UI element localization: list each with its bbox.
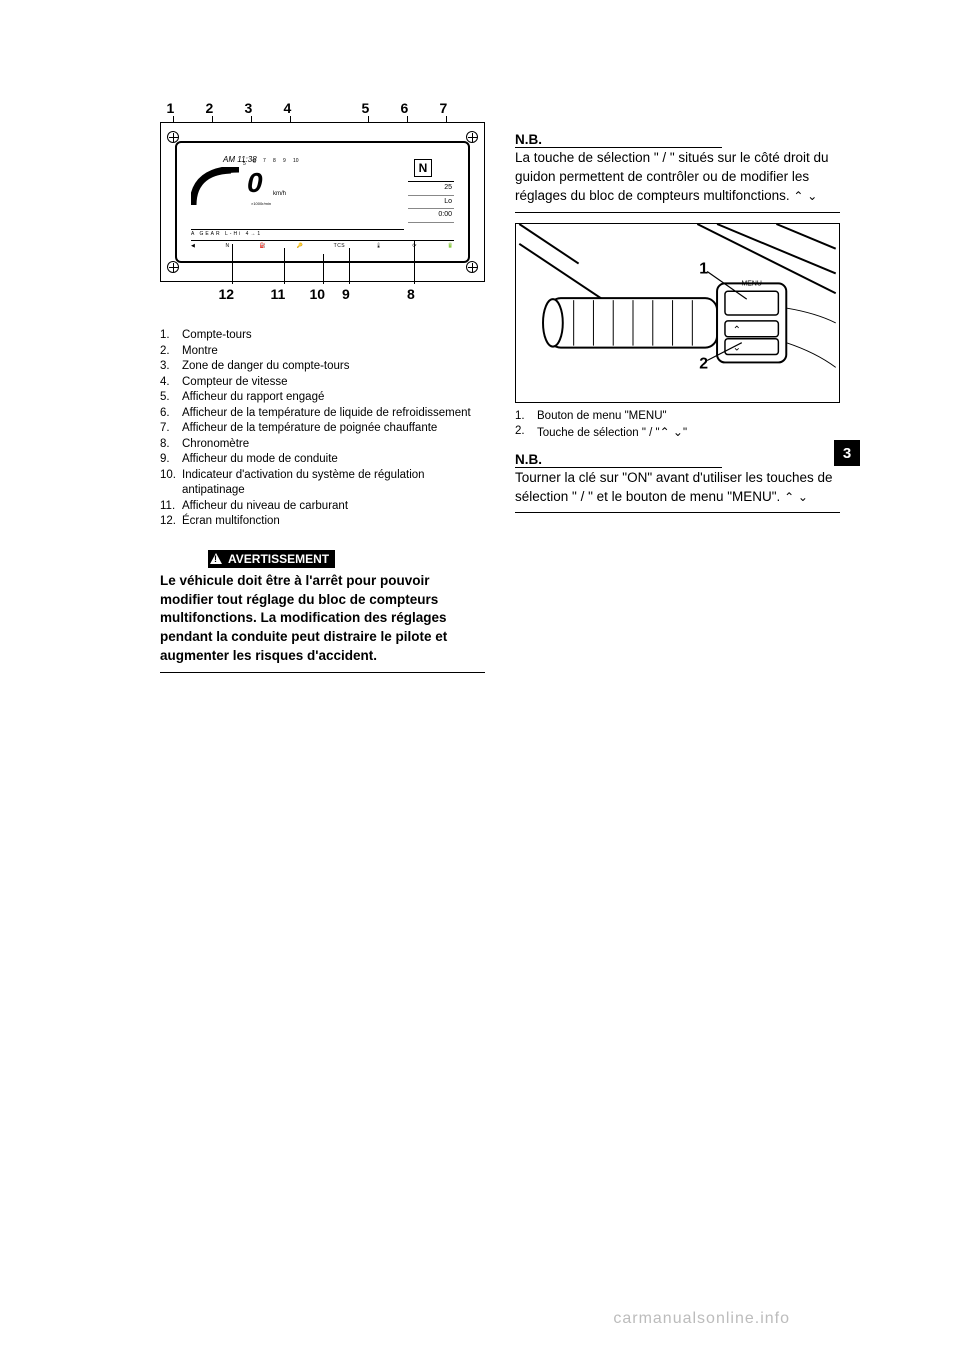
up-arrow-icon: ⌃: [660, 424, 670, 440]
fuel-icon: ⛽: [260, 243, 267, 249]
legend-item: 8.Chronomètre: [160, 437, 485, 453]
screw-icon: [466, 131, 478, 143]
tach-num: 9: [283, 158, 286, 164]
coolant-temp: 25: [408, 182, 454, 196]
dash-speed: 0: [247, 167, 263, 199]
leader: [232, 244, 233, 284]
handlebar-svg: MENU ⌃ ⌄ 1 2: [516, 224, 839, 402]
tach-label: ×1000r/min: [251, 201, 271, 206]
handle-legend: 1.Bouton de menu "MENU" 2.Touche de séle…: [515, 409, 840, 442]
battery-icon: 🔋: [447, 243, 454, 249]
legend-item: 11.Afficheur du niveau de carburant: [160, 499, 485, 515]
stopwatch: 0:00: [408, 209, 454, 223]
warning-label: AVERTISSEMENT: [228, 552, 329, 566]
legend-item: 4.Compteur de vitesse: [160, 375, 485, 391]
tach-num: 8: [273, 158, 276, 164]
warning-triangle-icon: [210, 553, 222, 564]
menu-label: MENU: [741, 280, 761, 287]
dash-info-panel: 25 Lo 0:00: [408, 181, 454, 223]
tach-num: 5: [243, 161, 246, 167]
separator: [160, 672, 485, 673]
warning-badge: AVERTISSEMENT: [208, 550, 335, 568]
leader: [349, 248, 350, 284]
screw-icon: [167, 261, 179, 273]
legend-item: 1.Bouton de menu "MENU": [515, 409, 840, 425]
up-arrow-icon: ⌃: [784, 489, 794, 506]
callout-2: 2: [699, 355, 708, 372]
nb-text-2: Tourner la clé sur "ON" avant d'utiliser…: [515, 469, 840, 507]
legend-item: 1.Compte-tours: [160, 328, 485, 344]
svg-text:⌃: ⌃: [733, 324, 741, 335]
nb-text-1: La touche de sélection " / " situés sur …: [515, 149, 840, 206]
legend-item: 10.Indicateur d'activation du système de…: [160, 468, 485, 499]
temp-icon: 🌡: [375, 243, 382, 249]
callout-7: 7: [440, 100, 448, 116]
leader: [414, 240, 415, 284]
leader: [323, 254, 324, 284]
dash-speed-unit: km/h: [273, 191, 286, 197]
gear-indicator: N: [414, 159, 432, 177]
right-column: N.B. La touche de sélection " / " situés…: [515, 100, 840, 683]
legend-item: 2.Montre: [160, 344, 485, 360]
tcs-icon: TCS: [334, 243, 346, 249]
tach-num: 7: [263, 158, 266, 164]
nb-heading: N.B.: [515, 452, 722, 468]
separator: [515, 212, 840, 213]
tach-num: 10: [293, 158, 299, 164]
tachometer-icon: [191, 167, 241, 207]
callout-12: 12: [219, 286, 235, 302]
legend-item: 2.Touche de sélection " / "⌃ ⌄": [515, 424, 840, 442]
nb-heading: N.B.: [515, 132, 722, 148]
callout-11: 11: [271, 286, 286, 302]
dash-clock: AM 11:38: [223, 155, 257, 164]
dashboard-figure: 1 2 3 4 5 6 7: [160, 100, 485, 320]
left-column: 1 2 3 4 5 6 7: [160, 100, 485, 683]
down-arrow-icon: ⌄: [798, 489, 808, 506]
callout-1: 1: [699, 260, 708, 277]
key-icon: 🔑: [297, 243, 304, 249]
callout-5: 5: [362, 100, 370, 116]
down-arrow-icon: ⌄: [807, 188, 817, 205]
callout-10: 10: [310, 286, 326, 302]
callout-3: 3: [245, 100, 253, 116]
multifunction-row: A GEAR L-Hi 4→1: [191, 229, 404, 237]
callout-9: 9: [342, 286, 350, 302]
handlebar-figure: MENU ⌃ ⌄ 1 2: [515, 223, 840, 403]
screw-icon: [167, 131, 179, 143]
callout-6: 6: [401, 100, 409, 116]
warning-text: Le véhicule doit être à l'arrêt pour pou…: [160, 572, 485, 666]
chapter-tab: 3: [834, 440, 860, 466]
dash-lcd: AM 11:38 5 6 7 8 9 10 ×1000r/min 0 k: [187, 153, 458, 251]
leader: [284, 248, 285, 284]
down-arrow-icon: ⌄: [673, 424, 683, 440]
tach-num: 6: [253, 159, 256, 165]
legend-item: 6.Afficheur de la température de liquide…: [160, 406, 485, 422]
legend-item: 5.Afficheur du rapport engagé: [160, 390, 485, 406]
grip-temp: Lo: [408, 196, 454, 210]
callout-1: 1: [167, 100, 175, 116]
watermark: carmanualsonline.info: [613, 1310, 790, 1328]
separator: [515, 512, 840, 513]
legend-item: 3.Zone de danger du compte-tours: [160, 359, 485, 375]
legend-item: 9.Afficheur du mode de conduite: [160, 452, 485, 468]
turn-icon: ◀: [191, 243, 195, 249]
up-arrow-icon: ⌃: [793, 188, 803, 205]
callout-4: 4: [284, 100, 292, 116]
neutral-icon: N: [226, 243, 230, 249]
legend-item: 12.Écran multifonction: [160, 514, 485, 530]
indicator-row: ◀ N ⛽ 🔑 TCS 🌡 ⟳ 🔋: [191, 240, 454, 249]
figure-legend: 1.Compte-tours 2.Montre 3.Zone de danger…: [160, 328, 485, 530]
legend-item: 7.Afficheur de la température de poignée…: [160, 421, 485, 437]
callout-8: 8: [407, 286, 415, 302]
callout-2: 2: [206, 100, 214, 116]
screw-icon: [466, 261, 478, 273]
